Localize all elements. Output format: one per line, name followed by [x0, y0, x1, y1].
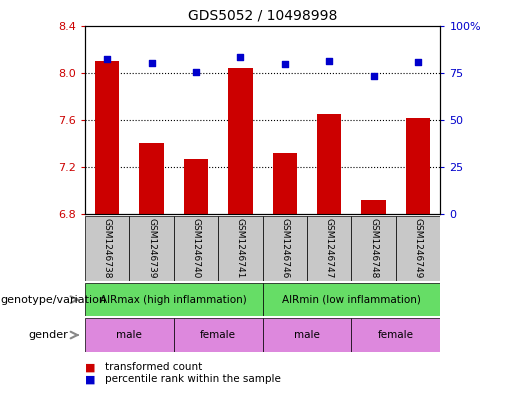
Text: GSM1246739: GSM1246739: [147, 219, 156, 279]
Text: GSM1246749: GSM1246749: [414, 219, 423, 279]
Bar: [95, 61, 119, 214]
Text: GSM1246748: GSM1246748: [369, 219, 378, 279]
Text: female: female: [378, 330, 414, 340]
Bar: [85, 283, 263, 316]
Point: [325, 58, 333, 64]
Text: GSM1246747: GSM1246747: [325, 219, 334, 279]
Text: ■: ■: [85, 362, 95, 373]
Bar: [263, 216, 307, 281]
Bar: [174, 318, 263, 352]
Bar: [406, 118, 431, 214]
Text: GSM1246740: GSM1246740: [192, 219, 200, 279]
Point: [147, 60, 156, 66]
Text: percentile rank within the sample: percentile rank within the sample: [105, 374, 281, 384]
Point: [236, 54, 245, 61]
Text: gender: gender: [28, 330, 68, 340]
Bar: [351, 318, 440, 352]
Bar: [174, 216, 218, 281]
Text: ■: ■: [85, 374, 95, 384]
Text: GSM1246746: GSM1246746: [280, 219, 289, 279]
Bar: [272, 153, 297, 214]
Title: GDS5052 / 10498998: GDS5052 / 10498998: [188, 9, 337, 23]
Text: GSM1246738: GSM1246738: [102, 219, 112, 279]
Point: [281, 61, 289, 68]
Bar: [317, 114, 341, 214]
Point: [192, 68, 200, 75]
Bar: [307, 216, 351, 281]
Bar: [140, 143, 164, 214]
Bar: [218, 216, 263, 281]
Bar: [396, 216, 440, 281]
Bar: [184, 159, 208, 214]
Text: male: male: [116, 330, 142, 340]
Point: [370, 73, 378, 79]
Bar: [362, 200, 386, 214]
Text: AIRmax (high inflammation): AIRmax (high inflammation): [100, 295, 247, 305]
Bar: [85, 318, 174, 352]
Text: male: male: [294, 330, 320, 340]
Text: genotype/variation: genotype/variation: [0, 295, 106, 305]
Text: female: female: [200, 330, 236, 340]
Bar: [263, 318, 351, 352]
Bar: [129, 216, 174, 281]
Bar: [263, 283, 440, 316]
Text: AIRmin (low inflammation): AIRmin (low inflammation): [282, 295, 421, 305]
Bar: [85, 216, 129, 281]
Point: [414, 59, 422, 65]
Bar: [351, 216, 396, 281]
Bar: [228, 68, 253, 214]
Text: GSM1246741: GSM1246741: [236, 219, 245, 279]
Point: [103, 55, 111, 62]
Text: transformed count: transformed count: [105, 362, 202, 373]
